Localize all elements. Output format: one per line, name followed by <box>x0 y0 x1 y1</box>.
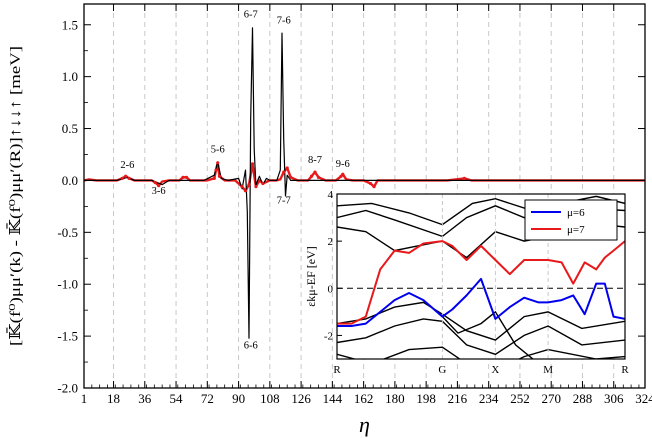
data-point <box>261 181 265 186</box>
annotation-label: 8-7 <box>308 155 322 166</box>
y-axis-title: [𝕂̄(f⁰)μμ′(k) - 𝕂̄(f⁰)μμ′(R)]↑↓↓↑ [meV] <box>6 46 24 346</box>
inset-frame <box>336 193 626 360</box>
x-tick-label: 216 <box>448 391 468 406</box>
inset-y-tick-label: -2 <box>324 330 333 342</box>
data-point <box>212 176 216 180</box>
x-tick-label: 234 <box>479 391 499 406</box>
label-layer: 2-6 3-6 5-6 6-7 7-6 6-6 7-7 8-7 9-6 η [𝕂̄(f⁰)μμ′(k… <box>6 9 370 437</box>
band-line <box>337 318 625 356</box>
annotation-label: 6-6 <box>244 341 258 352</box>
data-point <box>153 180 157 185</box>
data-point <box>289 175 293 179</box>
inset-y-tick-label: 0 <box>328 283 334 295</box>
data-point <box>157 184 161 188</box>
inset-series-line-1 <box>337 240 625 325</box>
data-point <box>124 174 128 178</box>
x-tick-label: 270 <box>541 391 561 406</box>
x-tick-label: 288 <box>573 391 593 406</box>
data-point <box>368 181 373 186</box>
x-tick-label: 90 <box>232 391 245 406</box>
main-plot-frame <box>83 3 646 389</box>
data-point <box>341 172 345 176</box>
annotation-label: 7-6 <box>277 16 291 27</box>
annotation-label: 2-6 <box>120 160 134 171</box>
inset-x-tick-label: G <box>438 364 446 376</box>
data-point <box>372 185 376 189</box>
data-point <box>254 185 258 189</box>
x-tick-label: 162 <box>354 391 374 406</box>
x-tick-label: 108 <box>260 391 280 406</box>
data-point <box>240 185 244 189</box>
y-tick-label: -1.0 <box>57 277 78 292</box>
band-line <box>441 310 534 359</box>
inset-y-axis-title: εkμ-EF [eV] <box>304 246 318 306</box>
x-tick-label: 180 <box>385 391 405 406</box>
annotation-label: 3-6 <box>152 186 166 197</box>
x-tick-label: 126 <box>291 391 311 406</box>
inset-x-tick-label: M <box>543 364 553 376</box>
data-point <box>247 182 251 187</box>
inset-y-tick-label: 4 <box>328 189 334 201</box>
legend: μ=6μ=7 <box>524 199 618 241</box>
data-point <box>214 168 218 172</box>
x-tick-label: 72 <box>201 391 214 406</box>
x-axis-title: η <box>359 412 370 437</box>
series-layer <box>83 27 645 339</box>
legend-label: μ=6 <box>567 207 585 219</box>
data-point <box>309 174 314 178</box>
annotation-label: 9-6 <box>336 159 350 170</box>
y-tick-label: 1.5 <box>62 17 78 32</box>
data-point <box>250 162 255 166</box>
inset-y-tick-label: 2 <box>328 236 334 248</box>
band-line <box>337 346 625 359</box>
inset-x-tick-label: R <box>621 364 629 376</box>
x-tick-label: 324 <box>635 391 652 406</box>
y-tick-label: 0.0 <box>62 173 78 188</box>
x-tick-label: 36 <box>138 391 152 406</box>
y-tick-label: -1.5 <box>57 329 78 344</box>
y-tick-label: -2.0 <box>57 381 78 396</box>
band-line <box>337 301 625 341</box>
y-tick-label: -0.5 <box>57 225 78 240</box>
inset-x-tick-label: R <box>333 364 341 376</box>
x-tick-label: 1 <box>81 391 88 406</box>
data-point <box>120 176 124 180</box>
data-point <box>285 166 289 170</box>
data-point <box>217 174 222 178</box>
inset-series-line-0 <box>337 277 625 327</box>
data-point <box>243 189 248 193</box>
annotation-label: 6-7 <box>244 9 258 20</box>
annotation-label: 7-7 <box>277 195 291 206</box>
data-point <box>181 175 185 179</box>
data-point <box>184 175 189 179</box>
x-tick-label: 198 <box>416 391 436 406</box>
x-tick-label: 54 <box>170 391 184 406</box>
data-point <box>313 170 317 174</box>
axes-layer: 1 18 36 54 72 90 108 126 144 162 180 198 216 234 252 27… <box>57 3 652 406</box>
data-point <box>282 170 286 174</box>
legend-box <box>524 199 618 241</box>
data-point <box>316 175 321 179</box>
x-tick-label: 252 <box>510 391 530 406</box>
data-point <box>127 176 131 180</box>
inset-x-tick-label: X <box>491 364 499 376</box>
x-tick-label: 18 <box>107 391 120 406</box>
inset-bands <box>337 194 625 359</box>
x-tick-label: 144 <box>323 391 343 406</box>
legend-label: μ=7 <box>567 224 585 236</box>
series-line-0 <box>83 161 645 192</box>
series-line-1 <box>84 27 645 339</box>
y-tick-label: 1.0 <box>62 69 78 84</box>
y-tick-label: 0.5 <box>62 121 78 136</box>
annotation-label: 5-6 <box>211 144 225 155</box>
data-point <box>462 176 466 180</box>
data-point <box>216 161 220 165</box>
x-tick-label: 306 <box>604 391 624 406</box>
